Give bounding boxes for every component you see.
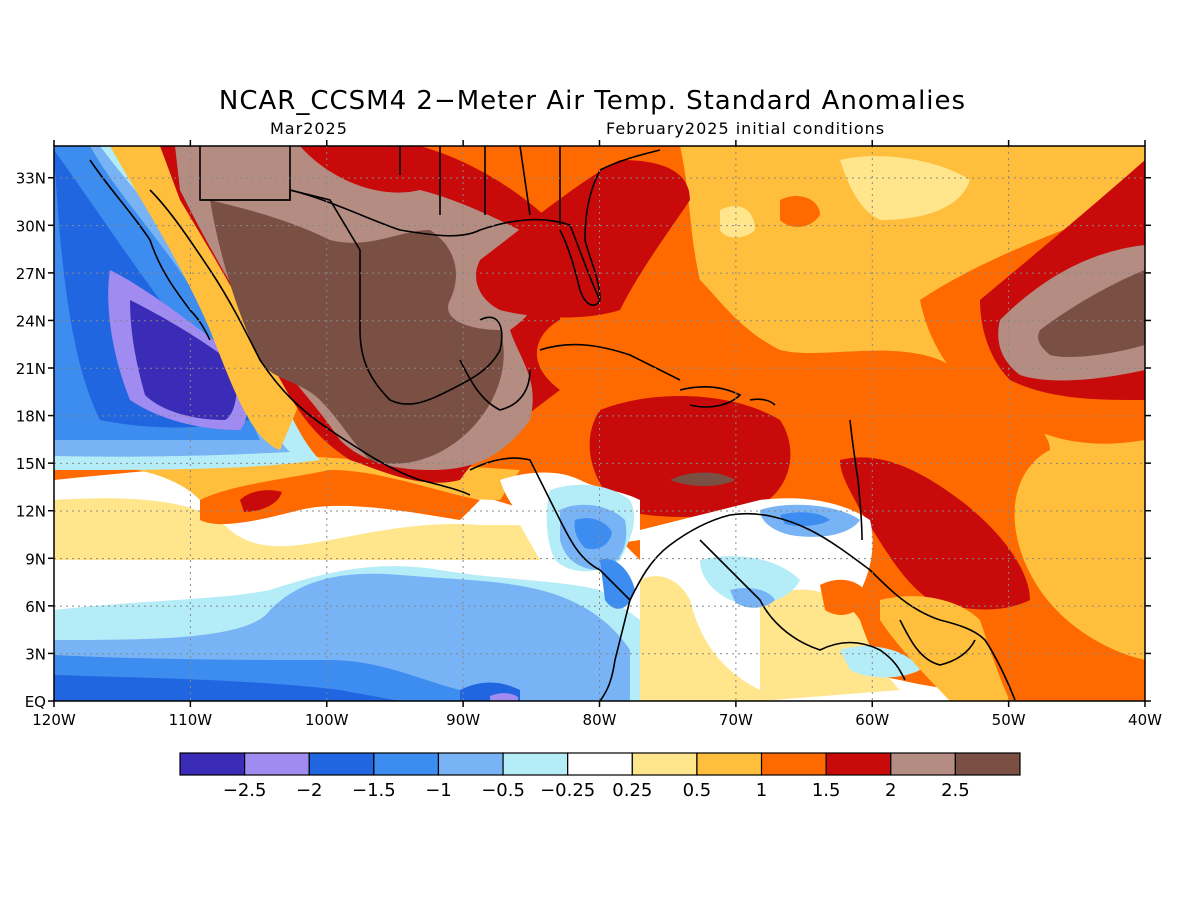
colorbar-label: −1 bbox=[425, 780, 452, 801]
band-blue-sa2 bbox=[730, 588, 775, 608]
anomaly-field bbox=[54, 146, 1145, 701]
lon-label: 50W bbox=[992, 711, 1026, 729]
band-lightyellow-atl bbox=[840, 156, 970, 220]
border-guiana bbox=[899, 619, 976, 666]
colorbar-swatch bbox=[308, 752, 375, 776]
lat-label: 6N bbox=[25, 598, 46, 616]
colorbar-label: 1.5 bbox=[812, 780, 841, 801]
lat-label: 27N bbox=[16, 265, 46, 283]
band-brown-dark-caribbean bbox=[670, 472, 735, 486]
band-lavender-south-small bbox=[490, 693, 518, 701]
lat-label: EQ bbox=[25, 693, 46, 711]
border-state-lines bbox=[399, 146, 561, 225]
colorbar-swatch bbox=[244, 752, 310, 776]
colorbar-swatch bbox=[502, 752, 569, 776]
border-venezuela bbox=[699, 539, 906, 681]
coastline-lesser-antilles bbox=[849, 419, 863, 541]
coastline-pacific-mexico bbox=[149, 189, 471, 496]
coastline-florida bbox=[559, 169, 601, 306]
colorbar-swatch bbox=[631, 752, 698, 776]
band-purple-nw bbox=[130, 300, 237, 420]
lon-label: 60W bbox=[855, 711, 889, 729]
colorbar-swatch bbox=[954, 752, 1021, 776]
lat-label: 12N bbox=[16, 503, 46, 521]
colorbar-label: 2 bbox=[885, 780, 896, 801]
lat-label: 9N bbox=[25, 550, 46, 568]
colorbar-swatch bbox=[890, 752, 956, 776]
colorbar-swatch bbox=[567, 752, 633, 776]
lon-label: 70W bbox=[719, 711, 753, 729]
lat-label: 30N bbox=[16, 217, 46, 235]
band-red-florida bbox=[476, 160, 690, 318]
colorbar-label: 1 bbox=[756, 780, 767, 801]
lat-label: 15N bbox=[16, 455, 46, 473]
coastline-hispaniola bbox=[679, 385, 742, 408]
lon-label: 120W bbox=[32, 711, 76, 729]
coastline-south-america-north bbox=[629, 512, 1016, 701]
lat-label: 3N bbox=[25, 645, 46, 663]
lon-label: 100W bbox=[305, 711, 349, 729]
coastline-us-east bbox=[599, 149, 661, 171]
band-lightcyan-sa bbox=[700, 556, 800, 604]
coastline-central-america bbox=[469, 457, 631, 601]
initial-conditions: February2025 initial conditions bbox=[606, 119, 886, 138]
colorbar-swatch bbox=[437, 752, 504, 776]
band-lightyellow-south bbox=[54, 498, 540, 560]
lon-label: 110W bbox=[169, 711, 213, 729]
band-lightyellow-sa bbox=[640, 576, 760, 701]
lon-label: 80W bbox=[583, 711, 617, 729]
colorbar-swatch bbox=[760, 752, 827, 776]
colorbar-swatch bbox=[179, 752, 246, 776]
colorbar-label: −2.5 bbox=[223, 780, 267, 801]
lat-label: 24N bbox=[16, 312, 46, 330]
colorbar-label: −0.5 bbox=[481, 780, 525, 801]
band-brown-dark-atl bbox=[1038, 270, 1145, 357]
coastline-baja bbox=[89, 159, 211, 341]
colorbar-label: −1.5 bbox=[352, 780, 396, 801]
colorbar-swatch bbox=[825, 752, 892, 776]
band-lightyellow-atl2 bbox=[720, 206, 755, 238]
colorbar-label: 0.5 bbox=[683, 780, 712, 801]
lon-label: 90W bbox=[446, 711, 480, 729]
coastline-puerto-rico bbox=[749, 398, 776, 406]
band-brown-dark-mexico bbox=[210, 200, 504, 464]
gridlines bbox=[54, 146, 1145, 701]
band-midblue-ca bbox=[574, 518, 612, 550]
band-orange2-sa bbox=[880, 596, 1010, 701]
colorbar-label: 2.5 bbox=[941, 780, 970, 801]
coastline-pacific-colombia bbox=[599, 599, 631, 701]
band-orange-sa bbox=[820, 579, 868, 615]
band-darkblue-south bbox=[54, 675, 400, 701]
lon-label: 40W bbox=[1128, 711, 1162, 729]
latitude-axis: EQ 3N 6N 9N 12N 15N 18N 21N 24N 27N 30N 33N bbox=[16, 170, 1151, 711]
forecast-month: Mar2025 bbox=[270, 119, 348, 138]
band-red-caribbean bbox=[589, 396, 791, 517]
lat-label: 33N bbox=[16, 170, 46, 188]
colorbar: −2.5 −2 −1.5 −1 −0.5 −0.25 0.25 0.5 1 1.5 2 2.5 bbox=[179, 752, 1021, 801]
colorbar-label: −2 bbox=[296, 780, 323, 801]
colorbar-label: −0.25 bbox=[540, 780, 595, 801]
colorbar-label: 0.25 bbox=[612, 780, 652, 801]
coastline-cuba bbox=[539, 343, 681, 381]
band-red-guiana bbox=[840, 457, 1030, 610]
colorbar-swatch bbox=[373, 752, 440, 776]
map-title: NCAR_CCSM4 2−Meter Air Temp. Standard An… bbox=[218, 86, 967, 116]
band-red-pacific bbox=[240, 490, 282, 512]
lat-label: 18N bbox=[16, 408, 46, 426]
coastline-yucatan bbox=[459, 359, 531, 411]
band-red-atl bbox=[780, 195, 820, 227]
border-us-mexico bbox=[200, 188, 361, 251]
colorbar-swatch bbox=[696, 752, 763, 776]
lat-label: 21N bbox=[16, 360, 46, 378]
longitude-axis: 120W 110W 100W 90W 80W 70W 60W 50W 40W bbox=[32, 140, 1162, 729]
